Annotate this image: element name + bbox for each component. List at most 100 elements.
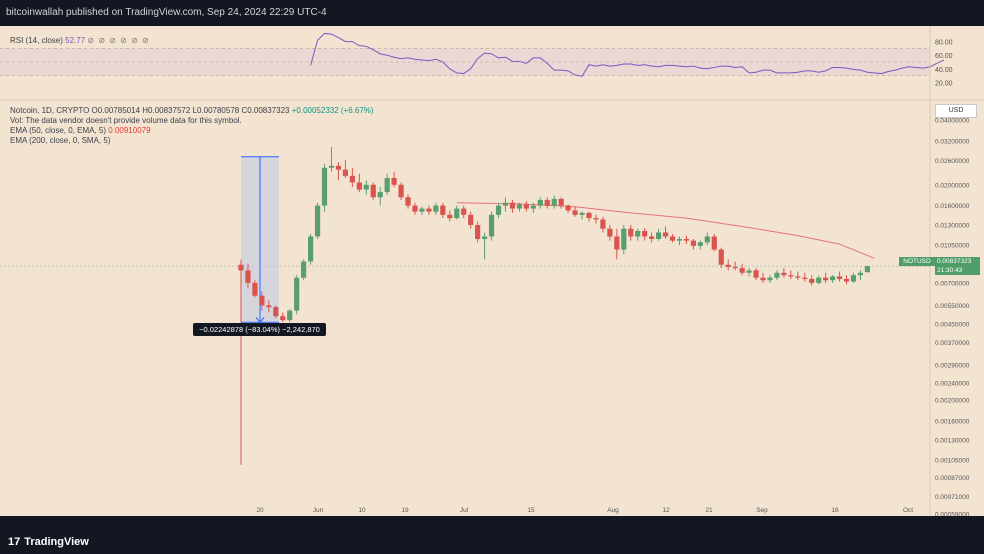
rsi-tool-icons[interactable]: ⊘ ⊘ ⊘ ⊘ ⊘ ⊘ [87, 36, 150, 45]
symbol-name[interactable]: Notcoin, 1D, CRYPTO [10, 106, 90, 115]
volume-note: Vol: The data vendor doesn't provide vol… [10, 116, 242, 125]
ohlc-values: O0.00785014 H0.00837572 L0.00780578 C0.0… [91, 106, 290, 115]
candle [697, 240, 703, 250]
candle-body [774, 272, 780, 278]
candle-body [370, 184, 376, 198]
candle-body [502, 202, 509, 206]
time-tick-label: Sep [756, 507, 768, 514]
chart-area[interactable]: 80.00 60.00 40.00 20.00 0.04000000 0.0320000… [0, 26, 984, 519]
candle [830, 275, 836, 283]
candle [280, 312, 286, 323]
candle [669, 234, 676, 243]
candle [649, 232, 655, 243]
symbol-price-tag: NOTUSD [899, 257, 935, 266]
time-axis[interactable]: 20 Jun 10 19 Jul 15 Aug 12 21 Sep 16 Oct [256, 507, 913, 514]
price-tick-label: 0.01050000 [935, 242, 970, 249]
candle-body [704, 236, 710, 243]
candle [642, 227, 648, 241]
candle [753, 268, 759, 281]
candle [461, 205, 467, 219]
candle [593, 214, 599, 224]
price-tick-label: 0.00370000 [935, 340, 970, 347]
candle-body [607, 228, 613, 237]
candle-body [287, 310, 293, 321]
candle [537, 197, 543, 209]
candle-body [635, 230, 641, 237]
candle-body [565, 205, 571, 211]
price-tick-label: 0.00200000 [935, 397, 970, 404]
candle [335, 162, 342, 181]
candle-body [795, 276, 801, 278]
candle-body [551, 198, 557, 206]
rsi-tick-label: 40.00 [935, 67, 953, 74]
candle [273, 305, 279, 319]
last-price-value: 0.00837323 [937, 258, 972, 265]
currency-selector[interactable]: USD [935, 104, 977, 118]
candle [509, 199, 516, 213]
candle-body [252, 282, 258, 296]
ema50-label: EMA (50, close, 0, EMA, 5) [10, 126, 107, 135]
candle-body [530, 205, 536, 209]
candle-body [746, 270, 752, 273]
volume-text: Vol: The data vendor doesn't provide vol… [10, 116, 242, 125]
price-tick-label: 0.00105000 [935, 458, 970, 465]
candle-body [377, 192, 383, 198]
candle-body [314, 205, 321, 237]
price-tick-label: 0.01300000 [935, 223, 970, 230]
candle-body [468, 214, 474, 226]
time-tick-label: Oct [903, 507, 913, 514]
candle-body [690, 240, 696, 246]
time-tick-label: Aug [607, 507, 619, 514]
candle [523, 201, 529, 212]
chart-svg[interactable]: 80.00 60.00 40.00 20.00 0.04000000 0.0320000… [0, 26, 984, 519]
ema50-legend[interactable]: EMA (50, close, 0, EMA, 5) 0.00910079 [10, 126, 151, 135]
candle [238, 259, 244, 465]
candle-body [412, 205, 418, 212]
candle [342, 160, 348, 179]
time-tick-label: 16 [831, 507, 839, 514]
ema200-legend[interactable]: EMA (200, close, 0, SMA, 5) [10, 136, 110, 145]
candle [558, 197, 564, 209]
candle-body [760, 277, 766, 281]
bar-countdown: 21:30:43 [937, 267, 963, 274]
candle [259, 291, 265, 311]
time-tick-label: 10 [358, 507, 366, 514]
candle-body [593, 218, 599, 220]
measure-tool[interactable] [241, 156, 279, 324]
candle-body [676, 238, 683, 241]
candle [447, 210, 453, 222]
candle [802, 272, 808, 282]
candle-body [614, 236, 620, 250]
candle-body [475, 225, 481, 239]
rsi-line [310, 32, 945, 77]
candle-body [621, 228, 627, 250]
price-tick-label: 0.00071000 [935, 494, 970, 501]
candle-body [509, 202, 516, 209]
candle [739, 263, 745, 276]
candle-body [816, 277, 822, 283]
candle [816, 275, 822, 285]
price-tick-label: 0.00290000 [935, 363, 970, 370]
candle-body [516, 204, 522, 209]
candle-body [649, 236, 655, 239]
time-tick-label: 12 [662, 507, 670, 514]
measure-readout: −0.02242878 (−83.04%) −2,242,870 [193, 323, 326, 336]
candle [711, 234, 717, 252]
candle-body [419, 208, 425, 212]
candle-body [266, 305, 272, 308]
candle-body [349, 175, 355, 183]
candle [774, 270, 780, 281]
candle [377, 187, 383, 206]
candle-body [781, 272, 787, 276]
candle-body [238, 264, 244, 271]
rsi-tick-label: 80.00 [935, 40, 953, 47]
tradingview-logo[interactable]: 17 TradingView [8, 536, 89, 548]
candle-body [335, 165, 342, 170]
candle [321, 163, 328, 212]
candle [656, 228, 662, 241]
candle [843, 275, 850, 285]
candle [252, 280, 258, 298]
candle-body [830, 276, 836, 281]
candle-body [384, 178, 390, 193]
candle-body [356, 182, 362, 190]
